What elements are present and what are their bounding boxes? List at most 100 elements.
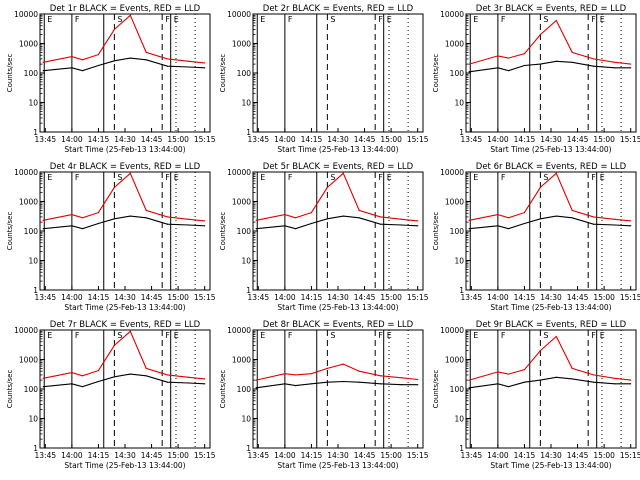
y-tick-label: 1000 [445, 356, 464, 365]
y-tick-label: 100 [237, 385, 252, 394]
plot-frame [39, 171, 211, 291]
x-tick-label: 15:15 [407, 135, 429, 144]
data-point [468, 219, 470, 221]
y-tick-label: 10 [454, 257, 464, 266]
series-lld [469, 19, 631, 65]
marker-label: S [330, 15, 335, 24]
marker-label: S [330, 173, 335, 182]
data-point [539, 350, 541, 352]
x-tick-label: 15:00 [593, 451, 615, 460]
y-tick-label: 10000 [227, 10, 251, 19]
data-point [310, 373, 313, 375]
data-point [42, 219, 44, 221]
series-lld [256, 172, 418, 222]
data-point [71, 55, 73, 58]
data-point [523, 64, 526, 67]
data-point [326, 218, 328, 220]
marker-label: F [75, 331, 80, 340]
data-point [417, 225, 419, 227]
marker-label: F [591, 15, 596, 24]
data-point [571, 51, 573, 53]
marker-label: E [47, 331, 52, 340]
y-tick-label: 10 [28, 415, 38, 424]
data-point [166, 216, 169, 218]
data-point [42, 386, 44, 388]
y-tick-label: 10 [28, 257, 38, 266]
x-tick-label: 14:30 [114, 293, 136, 302]
y-tick-label: 10000 [440, 168, 464, 177]
data-point [204, 220, 206, 222]
y-tick-label: 1 [459, 444, 464, 453]
marker-label: S [117, 331, 122, 340]
data-point [592, 223, 595, 225]
data-point [42, 61, 44, 63]
data-point [571, 378, 573, 380]
marker-label: E [47, 15, 52, 24]
x-tick-label: 14:45 [141, 135, 163, 144]
y-tick-label: 1 [33, 286, 38, 295]
x-tick-label: 13:45 [461, 135, 483, 144]
marker-label: F [75, 173, 80, 182]
series-lld [256, 363, 418, 381]
x-tick-label: 13:45 [248, 135, 270, 144]
panel-det-3: Det 3r BLACK = Events, RED = LLD Counts/s… [432, 4, 640, 154]
marker-label: F [288, 173, 293, 182]
data-point [113, 186, 115, 189]
data-point [294, 228, 297, 230]
data-point [129, 215, 131, 217]
x-tick-label: 13:45 [461, 451, 483, 460]
x-tick-label: 14:30 [327, 135, 349, 144]
marker-label: E [387, 15, 392, 24]
y-axis-label: Counts/sec [432, 370, 440, 409]
data-point [571, 367, 573, 369]
data-point [255, 379, 257, 381]
data-point [294, 385, 297, 387]
y-axis-label: Counts/sec [6, 212, 14, 251]
data-point [71, 67, 73, 69]
marker-label: S [330, 331, 335, 340]
data-point [614, 218, 616, 220]
data-point [342, 215, 344, 217]
data-point [379, 223, 382, 225]
y-tick-label: 1000 [445, 198, 464, 207]
y-tick-label: 10 [241, 99, 251, 108]
series-lld [43, 172, 205, 222]
y-tick-label: 10000 [227, 168, 251, 177]
panel-det-4: Det 4r BLACK = Events, RED = LLD Counts/s… [6, 162, 216, 312]
x-tick-label: 14:30 [540, 451, 562, 460]
x-tick-label: 14:15 [514, 451, 536, 460]
y-tick-label: 1 [246, 444, 251, 453]
data-point [497, 383, 499, 385]
y-tick-label: 1000 [232, 356, 251, 365]
data-point [255, 228, 257, 230]
data-point [401, 218, 403, 220]
marker-label: F [591, 173, 596, 182]
data-point [555, 215, 557, 217]
data-point [571, 61, 573, 63]
panel-det-2: Det 2r BLACK = Events, RED = LLD Counts/s… [219, 4, 429, 154]
x-tick-label: 14:00 [487, 451, 509, 460]
data-point [166, 374, 169, 376]
plot-frame [465, 329, 637, 449]
marker-label: F [378, 331, 383, 340]
data-point [555, 172, 557, 174]
data-point [630, 63, 632, 65]
marker-label: E [600, 331, 605, 340]
marker-label: F [591, 331, 596, 340]
x-tick-label: 14:45 [354, 451, 376, 460]
x-tick-label: 15:15 [194, 135, 216, 144]
x-tick-label: 14:00 [61, 135, 83, 144]
x-tick-label: 14:15 [88, 293, 110, 302]
marker-label: E [473, 331, 478, 340]
x-tick-label: 15:15 [620, 293, 640, 302]
series-events [469, 376, 631, 389]
data-point [42, 70, 44, 72]
panel-det-8: Det 8r BLACK = Events, RED = LLD Counts/s… [219, 320, 429, 470]
x-tick-label: 14:15 [514, 135, 536, 144]
x-tick-label: 14:45 [354, 293, 376, 302]
data-point [188, 218, 190, 220]
panel-title: Det 3r BLACK = Events, RED = LLD [476, 4, 627, 14]
x-tick-label: 15:15 [407, 451, 429, 460]
y-tick-label: 10 [241, 257, 251, 266]
